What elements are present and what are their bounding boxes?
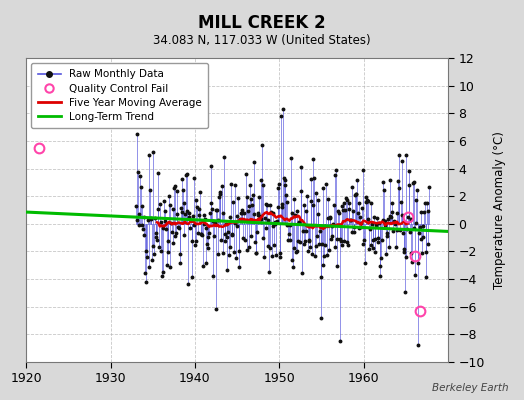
Text: 34.083 N, 117.033 W (United States): 34.083 N, 117.033 W (United States) — [153, 34, 371, 47]
Y-axis label: Temperature Anomaly (°C): Temperature Anomaly (°C) — [493, 131, 506, 289]
Text: MILL CREEK 2: MILL CREEK 2 — [198, 14, 326, 32]
Legend: Raw Monthly Data, Quality Control Fail, Five Year Moving Average, Long-Term Tren: Raw Monthly Data, Quality Control Fail, … — [31, 63, 208, 128]
Text: Berkeley Earth: Berkeley Earth — [432, 383, 508, 393]
